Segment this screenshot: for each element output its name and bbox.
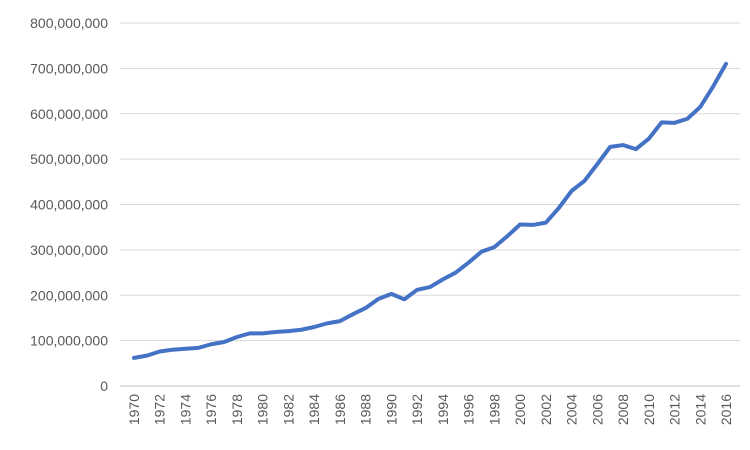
y-tick-label: 600,000,000 [30, 106, 108, 122]
x-tick-label: 1986 [332, 394, 348, 425]
y-tick-label: 200,000,000 [30, 287, 108, 303]
x-tick-label: 2004 [564, 394, 580, 425]
x-tick-label: 1984 [306, 394, 322, 425]
y-tick-label: 800,000,000 [30, 15, 108, 31]
series-layer [132, 61, 728, 360]
x-tick-label: 2006 [589, 394, 605, 425]
x-tick-label: 1974 [177, 394, 193, 425]
x-tick-label: 1992 [409, 394, 425, 425]
y-tick-label: 0 [100, 378, 108, 394]
x-tick-label: 1978 [229, 394, 245, 425]
y-axis-tick-labels: 0 100,000,000 200,000,000 300,000,000 400,00… [30, 15, 108, 394]
x-tick-label: 2008 [615, 394, 631, 425]
y-tick-label: 500,000,000 [30, 151, 108, 167]
x-tick-label: 1982 [280, 394, 296, 425]
grid-lines [120, 22, 740, 387]
y-tick-label: 300,000,000 [30, 242, 108, 258]
x-tick-label: 1994 [435, 394, 451, 425]
x-tick-label: 1980 [255, 394, 271, 425]
x-tick-label: 1976 [203, 394, 219, 425]
x-tick-label: 2000 [512, 394, 528, 425]
x-tick-label: 2012 [667, 394, 683, 425]
x-tick-label: 1990 [383, 394, 399, 425]
y-tick-label: 100,000,000 [30, 333, 108, 349]
x-tick-label: 1996 [461, 394, 477, 425]
x-tick-label: 1998 [486, 394, 502, 425]
x-tick-label: 1972 [152, 394, 168, 425]
x-tick-label: 2014 [692, 394, 708, 425]
x-axis-tick-labels: 1970 1972 1974 1976 1978 1980 1982 1984 1986 1988… [126, 394, 734, 425]
y-tick-label: 400,000,000 [30, 197, 108, 213]
x-tick-label: 2016 [718, 394, 734, 425]
x-tick-label: 2002 [538, 394, 554, 425]
series-line [132, 61, 728, 360]
data-points [132, 62, 728, 360]
y-tick-label: 700,000,000 [30, 60, 108, 76]
x-tick-label: 1988 [358, 394, 374, 425]
x-tick-label: 2010 [641, 394, 657, 425]
x-tick-label: 1970 [126, 394, 142, 425]
